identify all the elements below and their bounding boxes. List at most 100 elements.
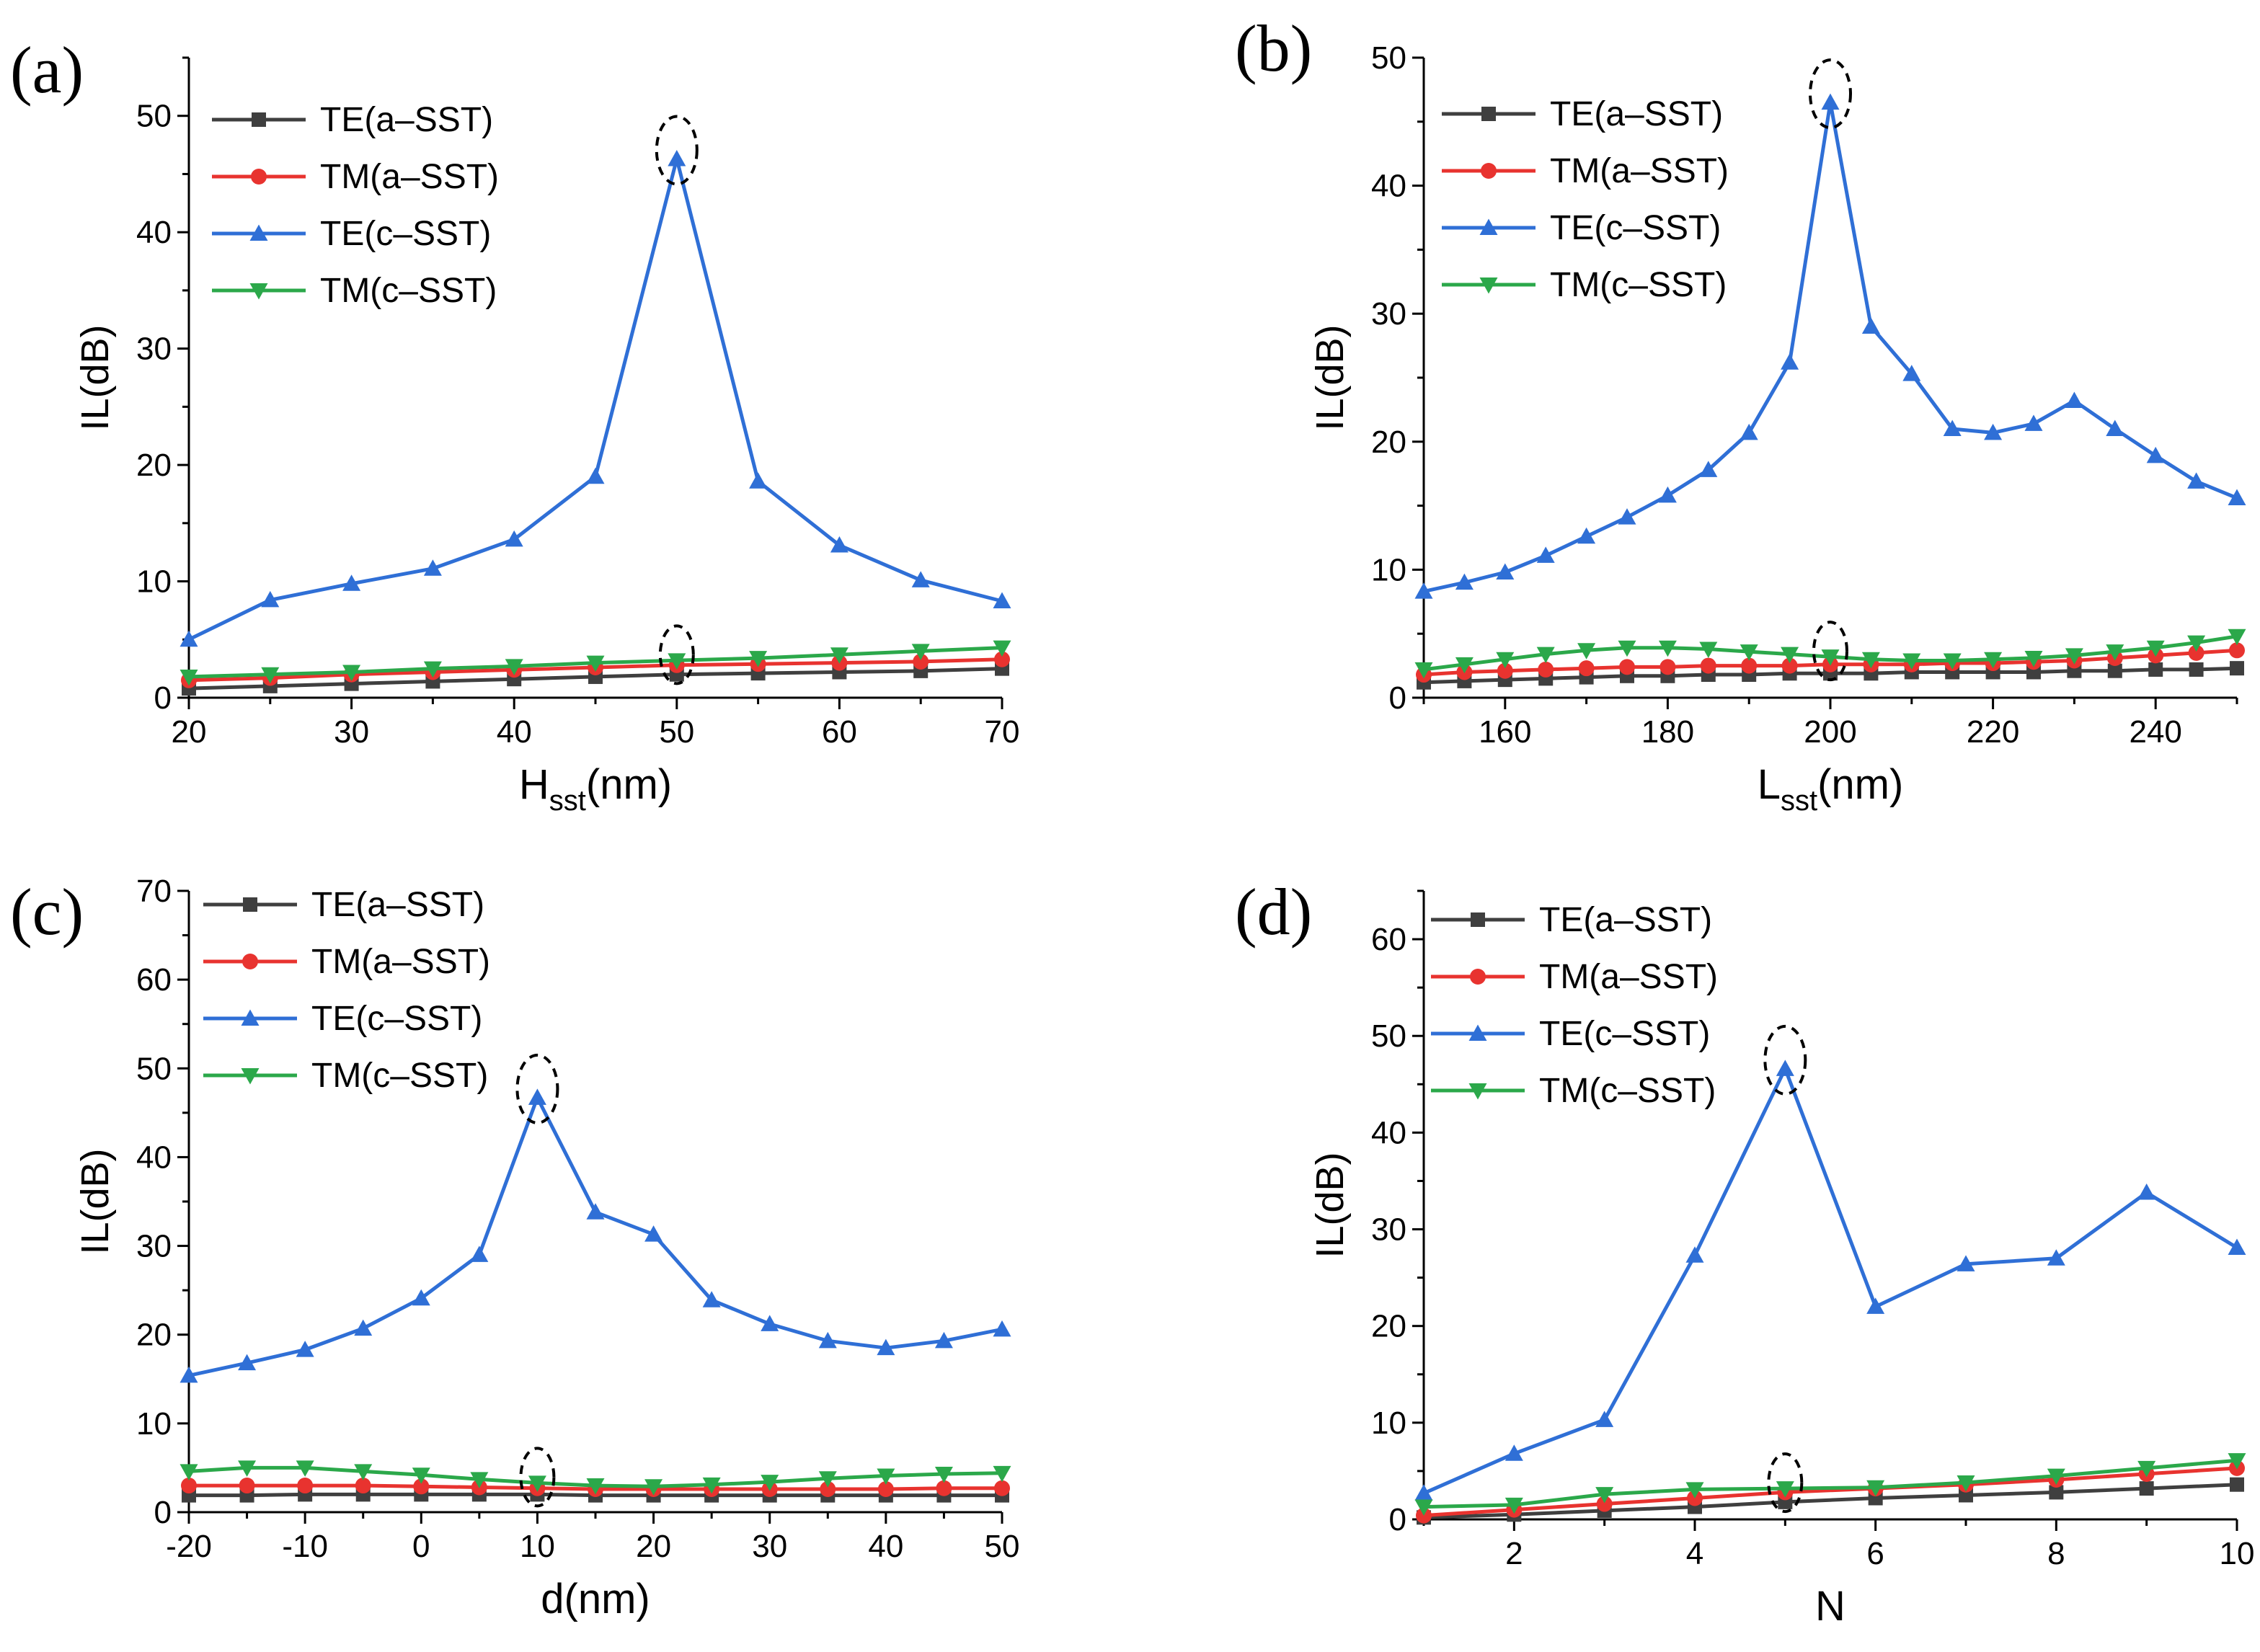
data-point [1740,644,1758,661]
chart-panel-1: 0 10 20 30 40 50 20 30 40 50 60 70 IL(dB) Hsst(nm) (a)… [10,33,1019,817]
baseline-highlight-ellipse [1812,621,1848,682]
legend-marker [1468,1083,1487,1100]
data-point [1741,657,1758,674]
data-point [1496,563,1515,579]
series-line-4 [1423,1458,2238,1509]
data-point [1414,1499,1433,1516]
data-point [1861,317,1880,334]
legend-marker [241,1068,260,1085]
panel-label: (a) [10,33,84,107]
data-point [1943,419,1962,437]
data-point [2024,650,2043,667]
y-tick-label: 50 [1371,1018,1406,1054]
x-tick-label: 160 [1479,714,1531,750]
data-point [1943,653,1962,670]
y-tick-label: 0 [1389,1502,1406,1537]
legend-label: TE(c–SST) [1550,209,1721,247]
legend-marker [243,897,257,912]
data-point [261,667,280,684]
data-point [412,1467,430,1484]
data-point [1414,582,1433,599]
x-tick-label: 10 [520,1529,555,1564]
legend-marker [1479,277,1498,294]
y-tick-label: 0 [154,1495,172,1530]
data-point [877,1338,895,1356]
data-point [993,1320,1011,1337]
data-point [668,653,686,670]
y-tick-label: 70 [136,874,172,909]
data-point [296,1341,314,1357]
series-line-1 [1423,1483,2238,1519]
peak-highlight-ellipse [1809,58,1852,130]
data-point [1595,1487,1614,1504]
legend-label: TM(a–SST) [1539,958,1718,996]
data-point [668,149,686,166]
data-point [1619,659,1635,675]
data-point [993,1465,1011,1483]
baseline-highlight-ellipse [1767,1452,1804,1514]
data-point [470,1472,489,1488]
data-point [934,1331,953,1349]
legend-marker [1479,218,1498,235]
data-point [1781,657,1798,674]
data-point [1699,461,1718,477]
legend-label: TM(c–SST) [320,272,497,310]
peak-highlight-ellipse [1763,1024,1807,1096]
data-point [2187,472,2206,489]
y-tick-label: 50 [136,1051,172,1086]
data-point [1538,661,1554,678]
y-tick-label: 10 [136,564,172,600]
data-point [2228,489,2246,505]
data-point [1618,640,1636,657]
data-point [354,1464,373,1480]
data-point [2139,1481,2154,1496]
data-point [749,472,768,489]
data-point [994,1480,1010,1496]
data-point [261,590,280,608]
data-point [1496,652,1515,669]
data-point [2107,663,2122,678]
data-point [993,592,1011,608]
data-point [1984,423,2003,440]
y-tick-label: 20 [1371,425,1406,460]
legend-label: TE(a–SST) [1550,95,1723,133]
data-point [993,640,1011,657]
data-point [818,1471,837,1488]
y-tick-label: 10 [1371,552,1406,587]
y-tick-label: 0 [1389,680,1406,716]
data-point [1659,659,1676,675]
data-point [1414,662,1433,679]
x-axis-title: d(nm) [541,1576,650,1622]
data-point [2187,635,2206,652]
y-axis-title: IL(dB) [74,324,117,430]
x-tick-label: 70 [985,714,1020,750]
data-point [2230,661,2244,676]
chart-panel-4: 0 10 20 30 40 50 60 2 4 6 8 10 IL(dB) N (d) TE(a–SST) TM… [1235,875,2254,1630]
data-point [1866,1297,1885,1314]
data-point [528,1088,546,1105]
y-tick-label: 40 [136,1140,172,1175]
data-point [2228,1453,2246,1470]
data-point [2228,629,2246,646]
legend-marker [1470,969,1486,985]
data-point [820,1480,836,1497]
legend-marker [252,112,266,127]
data-point [354,1319,373,1336]
data-point [2230,1477,2244,1492]
panel-label: (d) [1235,875,1312,949]
x-tick-label: 180 [1641,714,1694,750]
data-point [1658,640,1677,657]
data-point [818,1331,837,1349]
data-point [2229,642,2245,659]
series-line-3 [187,157,1003,641]
data-point [1685,1482,1704,1498]
data-point [238,1460,257,1477]
data-point [877,1468,895,1486]
y-tick-label: 20 [136,1318,172,1353]
y-axis-title: IL(dB) [1308,324,1352,430]
y-tick-label: 30 [1371,1212,1406,1248]
data-point [1455,573,1474,590]
x-axis-title: N [1815,1583,1845,1630]
y-tick-label: 60 [136,962,172,998]
y-tick-label: 50 [136,99,172,134]
